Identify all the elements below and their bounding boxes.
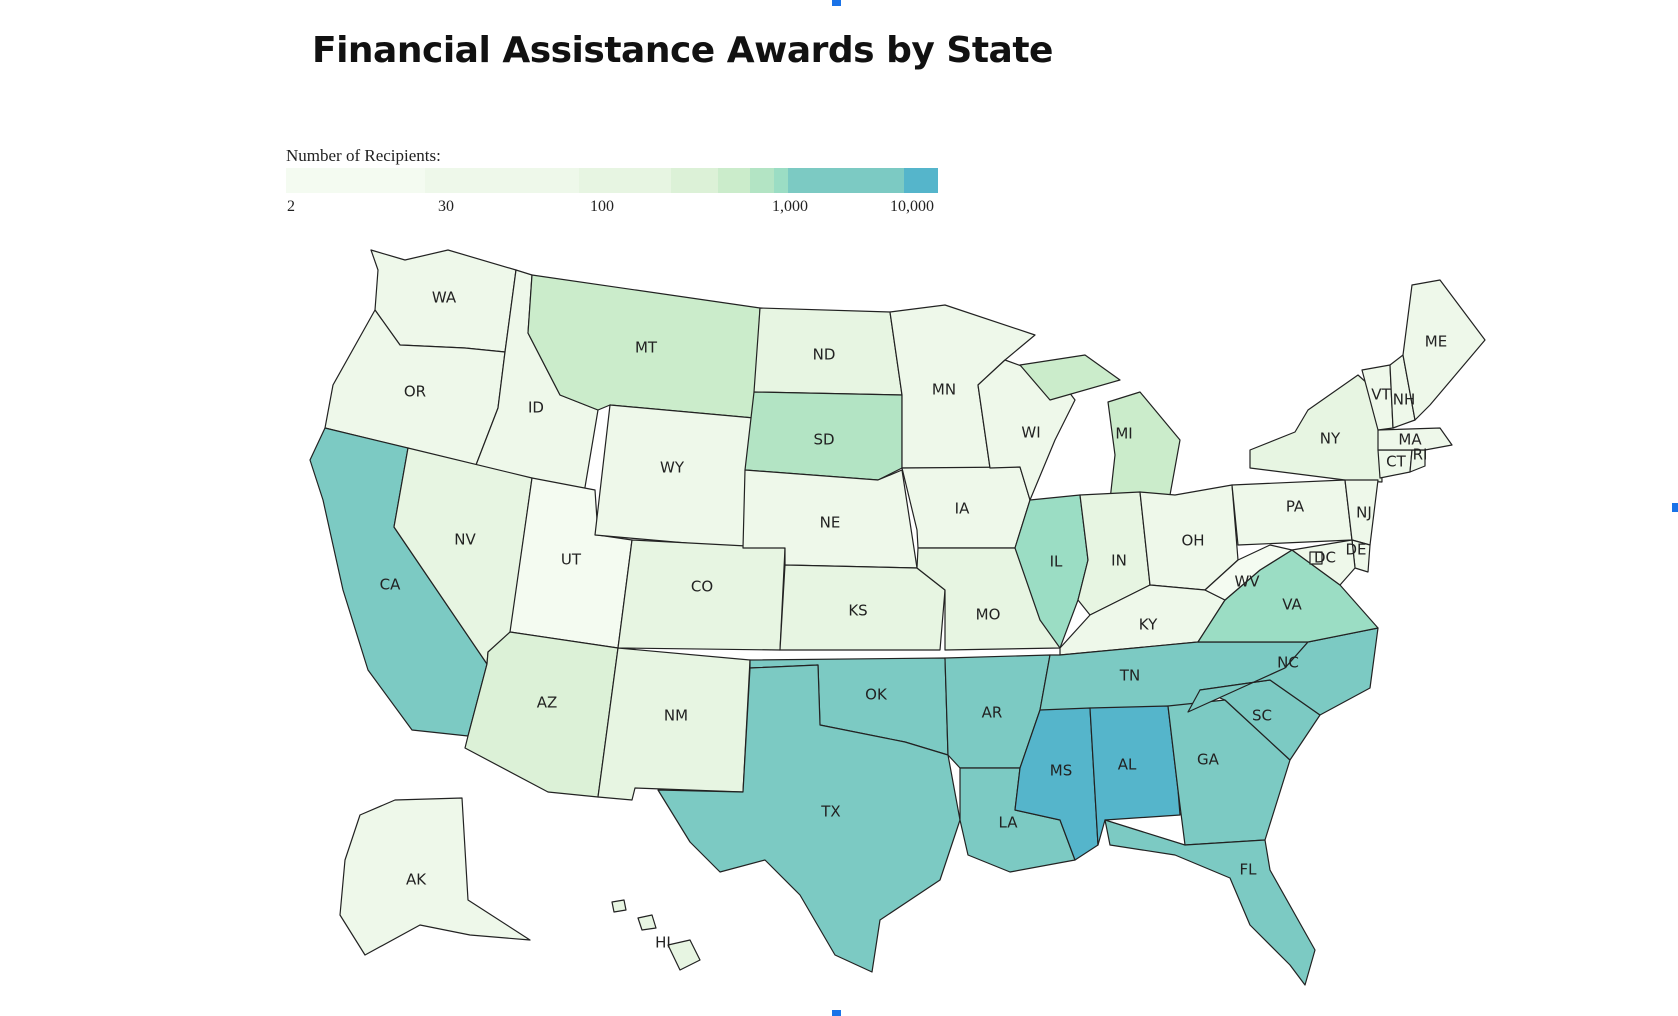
resize-handle-top[interactable]	[832, 0, 841, 6]
resize-handle-right[interactable]	[1672, 503, 1678, 512]
legend-swatch	[671, 168, 718, 193]
page-title: Financial Assistance Awards by State	[312, 30, 1053, 71]
state-hi[interactable]	[667, 939, 701, 971]
legend-tick: 100	[590, 198, 614, 215]
state-hi[interactable]	[637, 914, 657, 931]
legend-swatch	[717, 168, 751, 193]
state-tx[interactable]	[657, 664, 961, 973]
state-nd[interactable]	[753, 307, 903, 396]
state-dc[interactable]	[1309, 551, 1323, 565]
state-ak[interactable]	[339, 797, 531, 956]
legend-color-bar	[286, 168, 938, 193]
state-me[interactable]	[1402, 279, 1486, 421]
legend-tick: 1,000	[772, 198, 808, 215]
legend-swatch	[578, 168, 672, 193]
state-ks[interactable]	[779, 564, 946, 651]
state-fl[interactable]	[1104, 819, 1316, 986]
legend-tick: 10,000	[890, 198, 934, 215]
state-ia[interactable]	[901, 466, 1031, 549]
state-nc[interactable]	[1187, 627, 1379, 716]
state-az[interactable]	[464, 631, 619, 798]
legend-swatch	[286, 168, 426, 193]
legend: Number of Recipients: 2 30 100 1,000 10,…	[286, 146, 938, 218]
state-al[interactable]	[1089, 705, 1181, 846]
resize-handle-bottom[interactable]	[832, 1010, 841, 1016]
state-ny[interactable]	[1249, 374, 1383, 483]
legend-tick: 30	[438, 198, 454, 215]
state-mt[interactable]	[527, 274, 761, 419]
state-mi[interactable]	[1019, 354, 1121, 401]
state-label-hi: HI	[655, 934, 671, 952]
legend-swatch	[425, 168, 579, 193]
states-layer	[309, 249, 1486, 986]
state-nm[interactable]	[597, 647, 751, 801]
legend-title: Number of Recipients:	[286, 146, 441, 165]
legend-swatch	[903, 168, 938, 193]
state-mi[interactable]	[1107, 391, 1181, 501]
legend-swatch	[750, 168, 774, 193]
state-md[interactable]	[1291, 539, 1356, 586]
state-hi[interactable]	[611, 899, 627, 913]
state-ct[interactable]	[1377, 449, 1413, 479]
state-ma[interactable]	[1377, 427, 1453, 451]
state-sd[interactable]	[744, 391, 903, 481]
legend-tick: 2	[287, 198, 295, 215]
legend-swatch	[773, 168, 788, 193]
legend-swatch	[787, 168, 904, 193]
state-ri[interactable]	[1409, 449, 1426, 473]
state-wy[interactable]	[594, 404, 755, 549]
state-pa[interactable]	[1231, 479, 1353, 546]
state-co[interactable]	[617, 539, 786, 651]
